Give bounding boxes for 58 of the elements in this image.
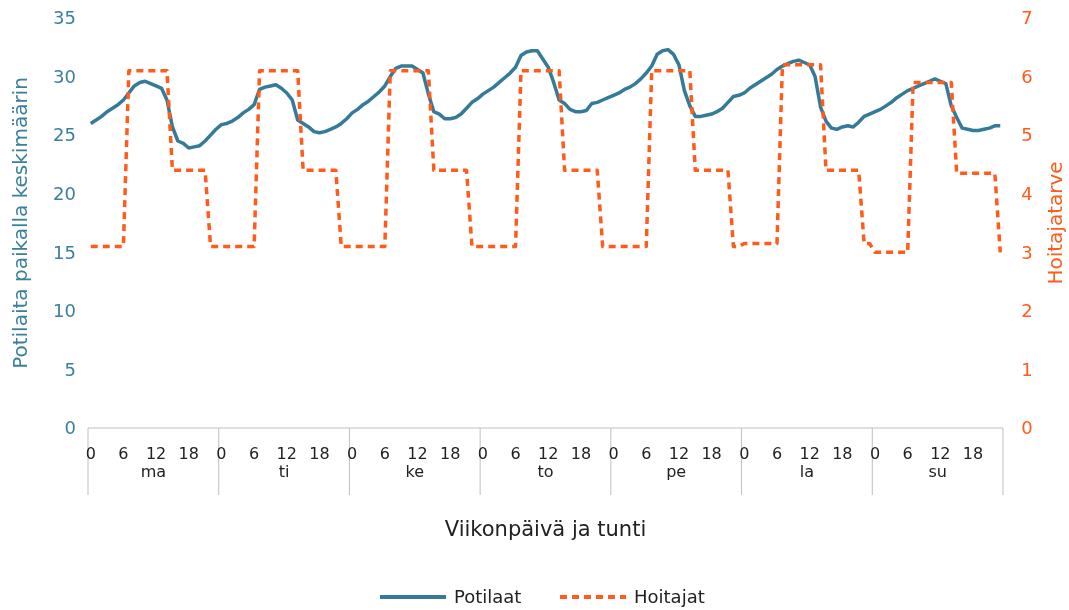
x-tick-label: 0 bbox=[216, 444, 227, 463]
x-tick-label: 18 bbox=[570, 444, 592, 463]
x-tick-label: 0 bbox=[739, 444, 750, 463]
x-tick-label: 12 bbox=[145, 444, 167, 463]
x-tick-label: 12 bbox=[799, 444, 820, 463]
y-tick-label: 15 bbox=[53, 241, 76, 263]
y2-tick-label: 7 bbox=[1021, 7, 1033, 29]
y2-tick-label: 0 bbox=[1021, 417, 1033, 439]
x-tick-label: 0 bbox=[869, 444, 881, 463]
y-tick-label: 30 bbox=[53, 65, 76, 87]
x-axis-title: Viikonpäivä ja tunti bbox=[444, 517, 647, 541]
x-tick-label: 6 bbox=[902, 444, 913, 463]
x-tick-label: 18 bbox=[309, 444, 330, 463]
y2-tick-label: 6 bbox=[1021, 65, 1033, 87]
x-tick-label: 12 bbox=[538, 444, 559, 463]
x-tick-label: 6 bbox=[249, 444, 260, 463]
y2-tick-label: 1 bbox=[1021, 358, 1033, 380]
text: ma bbox=[140, 462, 167, 481]
text: ke bbox=[405, 462, 425, 481]
x-tick-label: 12 bbox=[276, 444, 297, 463]
x-tick-label: 6 bbox=[641, 444, 652, 463]
legend-label: Potilaat bbox=[454, 586, 522, 608]
x-tick-label: 6 bbox=[771, 444, 783, 463]
x-tick-label: 6 bbox=[510, 444, 521, 463]
y2-tick-label: 4 bbox=[1021, 183, 1033, 205]
x-tick-label: 0 bbox=[85, 444, 96, 463]
y-tick-label: 0 bbox=[64, 417, 76, 439]
y2-tick-label: 3 bbox=[1021, 241, 1033, 263]
text: to bbox=[537, 462, 554, 481]
text: su bbox=[928, 462, 947, 481]
x-tick-label: 0 bbox=[608, 444, 619, 463]
y2-axis-title: Hoitajatarve bbox=[1043, 161, 1067, 285]
text: la bbox=[799, 462, 815, 481]
y-tick-label: 5 bbox=[64, 358, 76, 380]
x-tick-label: 12 bbox=[930, 444, 951, 463]
x-tick-label: 18 bbox=[962, 444, 984, 463]
x-tick-label: 18 bbox=[832, 444, 853, 463]
line-series bbox=[88, 47, 1003, 150]
y2-tick-label: 5 bbox=[1021, 124, 1033, 146]
text: ti bbox=[278, 462, 290, 481]
x-tick-label: 0 bbox=[477, 444, 488, 463]
y-tick-label: 25 bbox=[53, 124, 76, 146]
line-series bbox=[88, 63, 1003, 255]
y-tick-label: 20 bbox=[53, 183, 76, 205]
y-axis-title: Potilaita paikalla keskimäärin bbox=[8, 77, 32, 369]
y-tick-label: 10 bbox=[53, 300, 76, 322]
x-tick-label: 0 bbox=[347, 444, 358, 463]
x-tick-label: 6 bbox=[379, 444, 390, 463]
x-tick-label: 18 bbox=[701, 444, 722, 463]
text: pe bbox=[666, 462, 687, 481]
x-tick-label: 12 bbox=[407, 444, 428, 463]
y2-tick-label: 2 bbox=[1021, 300, 1033, 322]
x-tick-label: 18 bbox=[440, 444, 461, 463]
x-tick-label: 18 bbox=[178, 444, 199, 463]
x-tick-label: 12 bbox=[668, 444, 690, 463]
legend-label: Hoitajat bbox=[634, 586, 705, 608]
x-tick-label: 6 bbox=[118, 444, 129, 463]
y-tick-label: 35 bbox=[53, 7, 76, 29]
